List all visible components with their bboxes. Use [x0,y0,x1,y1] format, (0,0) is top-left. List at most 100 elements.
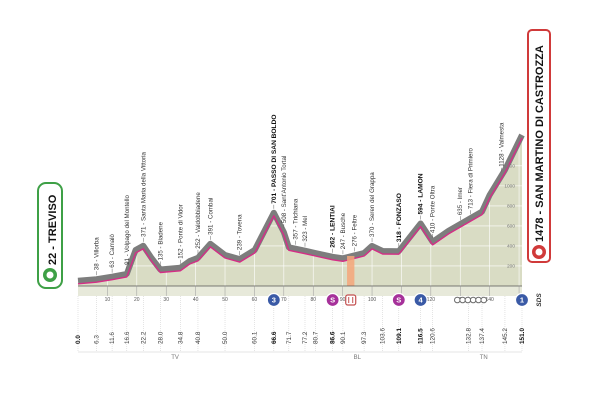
marker-glyph: 3 [272,296,276,305]
km-label: 151.0 [519,328,526,344]
axis-tick-label: 140 [485,297,494,303]
waypoint-label: 63 - Camalò [109,233,116,267]
km-label: 28.0 [157,331,164,344]
elevation-tick-label: 400 [507,243,515,249]
finish-name: SAN MARTINO DI CASTROZZA [534,45,546,208]
climb-marker-icon [514,292,530,308]
sds-label: SDS [536,293,543,307]
km-label: 0.0 [75,335,82,344]
waypoint-label: 91 - Volpago del Montello [124,194,131,264]
waypoint-label: 323 - Mel [302,216,309,242]
axis-tick-label: 40 [193,297,199,303]
axis-ruler [78,286,522,296]
finish-flag-icon [535,248,543,256]
start-badge-box [37,182,63,289]
axis-tick-label: 30 [163,297,169,303]
waypoint-label: 594 - LAMON [418,173,425,214]
start-elevation: 22 [47,253,59,265]
km-label: 66.6 [271,331,278,344]
feed-zone-band [347,255,355,286]
waypoint-label: 713 - Fiera di Primiero [468,147,475,209]
km-label: 11.6 [109,332,116,344]
km-label: 60.1 [252,331,259,344]
km-label: 116.5 [418,328,425,344]
waypoint-label: 252 - Valdobbiadene [195,192,202,249]
elevation-tick-label: 800 [507,203,515,209]
course-markers: 3 S S 4 1 [266,292,530,308]
km-label: 71.7 [286,331,293,344]
climb-marker-icon [413,292,428,308]
finish-approach-icon [459,296,466,304]
km-label: 40.8 [195,331,202,344]
finish-badge-box [527,29,551,263]
marker-glyph: 1 [520,296,524,305]
waypoint-label: 1128 - Valmesta [498,122,505,167]
profile-road-line [77,137,523,285]
region-label: BL [354,355,362,361]
axis-tick-label: 20 [134,297,140,303]
elevation-tick-label: 200 [507,263,515,269]
region-label: TN [480,355,488,361]
axis-tick-label: 70 [281,297,287,303]
waypoint-label: 135 - Biadene [157,221,164,260]
km-label: 132.8 [465,328,472,344]
finish-approach-icon [480,296,488,304]
waypoint-label: 239 - Tovena [237,214,244,250]
marker-glyph: S [396,296,401,305]
waypoint-label: 370 - Seren del Grappa [369,172,376,237]
waypoint-label: 38 - Villorba [94,237,101,270]
finish-separator: - [534,208,546,215]
axis-tick-label: 100 [368,297,377,303]
km-label: 16.6 [124,331,131,344]
region-labels: TV BL TN [171,355,488,361]
elevation-tick-label: 1200 [504,163,515,169]
km-label: 103.6 [380,328,387,344]
feed-zone-layer [347,255,355,286]
waypoint-label: 152 - Ponte di Vidor [177,204,184,259]
axis-tick-label: 120 [427,297,436,303]
finish-badge-text: 1478 - SAN MARTINO DI CASTROZZA [534,45,546,242]
start-name: TREVISO [47,194,59,243]
km-label: 90.1 [340,331,347,344]
start-flag-icon [46,271,54,279]
marker-glyph: S [330,296,335,305]
km-label: 80.7 [312,331,319,344]
km-label: 86.6 [330,331,337,344]
finish-approach-icon [454,296,461,304]
elevation-tick-label: 600 [507,223,515,229]
finish-elevation: 1478 [534,218,546,242]
start-separator: - [47,243,59,250]
finish-approach-icon [469,296,477,304]
km-label: 34.8 [177,331,184,344]
km-label: 50.0 [222,331,229,344]
profile-fill [78,138,522,286]
waypoint-label: 371 - Santa Maria della Vittoria [140,151,147,236]
waypoint-label: 276 - Feltre [351,214,358,246]
sprint-marker-icon [391,292,406,308]
sprint-marker-icon [325,292,340,308]
waypoint-label: 391 - Combai [207,198,214,235]
feed-zone-icon [345,294,357,306]
waypoint-labels: 38 - Villorba 63 - Camalò 91 - Volpago del… [94,115,505,276]
waypoint-label: 262 - LENTIAI [330,205,337,248]
km-label: 22.2 [140,331,147,344]
start-badge: 22 - TREVISO [37,182,63,289]
start-badge-text: 22 - TREVISO [47,194,59,265]
km-label: 120.6 [430,328,437,344]
waypoint-label: 508 - Sant'Antonio Tortal [281,156,288,223]
profile-ridge [77,133,525,284]
elevation-tick-label: 1000 [504,183,515,189]
waypoint-label: 247 - Busche [340,212,347,249]
km-label: 6.3 [94,335,101,344]
waypoint-label: 357 - Trichiana [293,198,300,239]
km-label: 109.1 [396,328,403,344]
waypoint-label: 701 - PASSO DI SAN BOLDO [271,115,278,204]
km-label: 97.3 [361,331,368,344]
finish-badge: 1478 - SAN MARTINO DI CASTROZZA [527,29,551,263]
distance-axis: 1020304050607080901001101201301401500.06… [75,285,526,353]
km-label: 145.2 [502,328,509,344]
waypoint-label: 410 - Ponte Oltra [430,185,437,233]
marker-glyph: 4 [418,296,423,305]
axis-tick-label: 10 [105,297,111,303]
